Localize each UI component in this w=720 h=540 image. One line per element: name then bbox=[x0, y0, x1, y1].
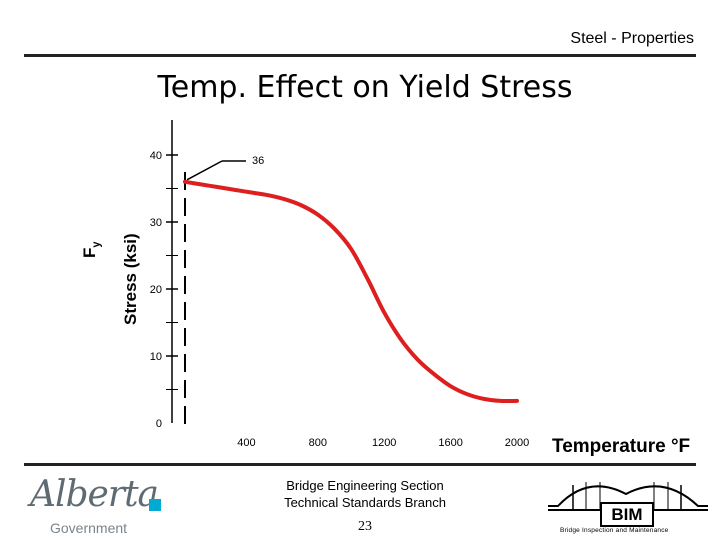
y-tick-label: 30 bbox=[150, 217, 162, 229]
bim-text: BIM bbox=[600, 502, 654, 527]
government-wordmark: Government bbox=[50, 520, 128, 536]
bim-logo: BIM Bridge Inspection and Maintenance bbox=[548, 470, 708, 538]
yield-stress-curve bbox=[183, 179, 519, 404]
x-tick-label: 800 bbox=[309, 437, 327, 449]
y-tick-label: 0 bbox=[156, 418, 162, 430]
slide-title: Temp. Effect on Yield Stress bbox=[157, 70, 573, 105]
x-tick-label: 2000 bbox=[505, 437, 529, 449]
y-tick-label: 20 bbox=[150, 284, 162, 296]
alberta-logo-square bbox=[149, 499, 161, 511]
annotation-label: 36 bbox=[252, 155, 264, 167]
footer-department: Bridge Engineering Section Technical Sta… bbox=[240, 477, 490, 511]
footer-section-line1: Bridge Engineering Section bbox=[286, 478, 444, 493]
page-number: 23 bbox=[358, 519, 372, 534]
footer-rule bbox=[24, 463, 696, 466]
y-tick-label: 40 bbox=[150, 150, 162, 162]
alberta-government-logo: Alberta Government bbox=[28, 474, 178, 536]
x-tick-label: 1600 bbox=[438, 437, 462, 449]
bim-subtitle: Bridge Inspection and Maintenance bbox=[560, 527, 669, 534]
x-tick-label: 1200 bbox=[372, 437, 396, 449]
header-rule bbox=[24, 54, 696, 57]
footer-section-line2: Technical Standards Branch bbox=[284, 495, 446, 510]
x-axis-label: Temperature °F bbox=[552, 436, 691, 457]
x-tick-label: 400 bbox=[237, 437, 255, 449]
section-header: Steel - Properties bbox=[570, 30, 694, 47]
y-tick-label: 10 bbox=[150, 351, 162, 363]
alberta-wordmark: Alberta bbox=[30, 474, 159, 515]
bridge-icon bbox=[548, 482, 708, 511]
annotation-leader bbox=[186, 160, 223, 181]
